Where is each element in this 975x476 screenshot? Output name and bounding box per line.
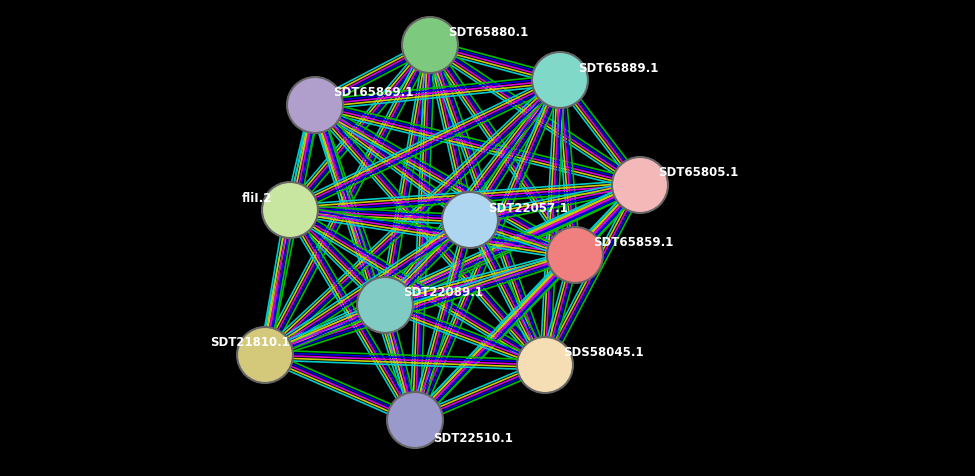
Circle shape <box>357 277 413 333</box>
Circle shape <box>612 157 668 213</box>
Circle shape <box>402 17 458 73</box>
Text: SDT65889.1: SDT65889.1 <box>578 61 658 75</box>
Circle shape <box>517 337 573 393</box>
Text: SDT65869.1: SDT65869.1 <box>333 87 413 99</box>
Text: SDT21810.1: SDT21810.1 <box>210 337 290 349</box>
Circle shape <box>262 182 318 238</box>
Circle shape <box>287 77 343 133</box>
Circle shape <box>532 52 588 108</box>
Text: SDT22057.1: SDT22057.1 <box>488 201 567 215</box>
Circle shape <box>547 227 603 283</box>
Text: SDT22510.1: SDT22510.1 <box>433 432 513 445</box>
Circle shape <box>237 327 293 383</box>
Text: SDT22089.1: SDT22089.1 <box>403 287 483 299</box>
Text: fliI.2: fliI.2 <box>242 191 272 205</box>
Text: SDT65805.1: SDT65805.1 <box>658 167 738 179</box>
Circle shape <box>442 192 498 248</box>
Text: SDT65880.1: SDT65880.1 <box>448 27 528 40</box>
Text: SDT65859.1: SDT65859.1 <box>593 237 674 249</box>
Circle shape <box>387 392 443 448</box>
Text: SDS58045.1: SDS58045.1 <box>563 347 644 359</box>
